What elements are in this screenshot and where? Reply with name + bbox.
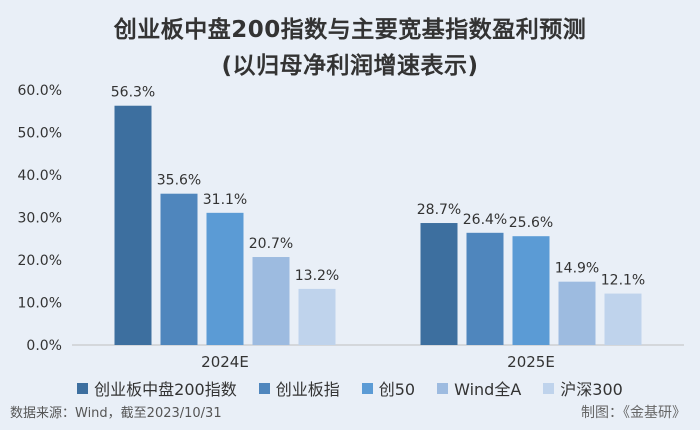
- bar-value-label: 28.7%: [417, 202, 461, 218]
- chart-subtitle: (以归母净利润增速表示): [221, 53, 479, 79]
- y-tick-label: 0.0%: [26, 338, 62, 354]
- y-tick-label: 50.0%: [18, 126, 62, 142]
- legend-item: 创业板中盘200指数: [77, 376, 237, 400]
- x-tick-label: 2025E: [507, 353, 555, 371]
- bar: [298, 288, 336, 345]
- legend-item: 沪深300: [543, 376, 623, 400]
- chart-credit: 制图：《金基研》: [581, 405, 686, 421]
- y-tick-label: 20.0%: [18, 253, 62, 269]
- y-tick-label: 10.0%: [18, 296, 62, 312]
- bar: [206, 212, 244, 345]
- data-source-note: 数据来源：Wind，截至2023/10/31: [10, 406, 222, 421]
- bar: [252, 257, 290, 345]
- legend-item: Wind全A: [437, 376, 521, 400]
- bar-value-label: 20.7%: [249, 236, 293, 252]
- bar: [420, 223, 458, 345]
- legend-label: Wind全A: [454, 380, 522, 399]
- legend-swatch: [437, 382, 449, 394]
- y-tick-label: 30.0%: [18, 211, 62, 227]
- bar: [466, 232, 504, 345]
- legend-label: 沪深300: [560, 380, 623, 399]
- legend-label: 创业板中盘200指数: [94, 380, 237, 399]
- legend-item: 创50: [361, 376, 416, 400]
- bar: [114, 105, 152, 345]
- chart-legend: 创业板中盘200指数 创业板指 创50 Wind全A 沪深300: [0, 376, 700, 400]
- legend-swatch: [543, 382, 555, 394]
- legend-label: 创50: [378, 380, 416, 399]
- bar-value-label: 26.4%: [463, 212, 507, 228]
- bar-value-label: 31.1%: [203, 192, 247, 208]
- bar: [604, 293, 642, 345]
- x-tick-label: 2024E: [201, 353, 249, 371]
- legend-swatch: [361, 382, 373, 394]
- legend-item: 创业板指: [258, 376, 340, 400]
- bar: [558, 281, 596, 345]
- chart-title: 创业板中盘200指数与主要宽基指数盈利预测: [113, 17, 587, 43]
- bar-value-label: 14.9%: [555, 261, 599, 277]
- legend-swatch: [258, 382, 270, 394]
- legend-label: 创业板指: [275, 380, 340, 399]
- bar-value-label: 12.1%: [601, 273, 645, 289]
- bar-value-label: 13.2%: [295, 268, 339, 284]
- y-tick-label: 40.0%: [18, 168, 62, 184]
- legend-swatch: [77, 382, 89, 394]
- bar: [160, 193, 198, 345]
- y-tick-label: 60.0%: [18, 83, 62, 99]
- bar-value-label: 35.6%: [157, 173, 201, 189]
- bar-value-label: 56.3%: [111, 85, 155, 101]
- bar-value-label: 25.6%: [509, 215, 553, 231]
- bar: [512, 236, 550, 345]
